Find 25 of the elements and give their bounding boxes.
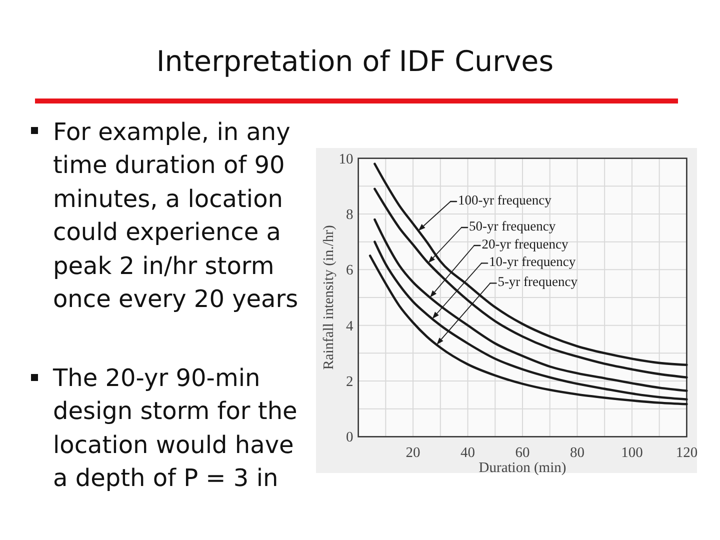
text: For example, in any time duration of 90 minutes, a location could experience a peak 2 in/hr storm once every 20 years [53, 117, 300, 316]
y-axis-title: Rainfall intensity (in./hr) [321, 225, 337, 370]
x-tick-label: 20 [406, 445, 420, 461]
y-tick-label: 2 [346, 374, 354, 390]
legend-label: 50-yr frequency [469, 218, 556, 234]
y-tick-label: 6 [346, 262, 354, 279]
y-tick-label: 4 [346, 318, 354, 334]
line-series [374, 162, 688, 366]
legend-label: 20-yr frequency [482, 236, 569, 252]
x-axis-title: Duration (min) [478, 460, 566, 476]
line-series [374, 218, 688, 392]
y-tick-label: 8 [346, 206, 354, 223]
chart-title: Interpretation of IDF Curves [156, 45, 554, 78]
y-tick-label: 10 [338, 151, 354, 168]
y-tick-label: 0 [346, 430, 354, 446]
x-tick-label: 80 [570, 445, 584, 461]
x-tick-label: 100 [621, 445, 643, 461]
legend-label: 5-yr frequency [498, 274, 578, 290]
legend-label: 10-yr frequency [489, 254, 576, 270]
x-tick-label: 40 [460, 445, 476, 461]
line-series [374, 188, 688, 379]
x-tick-label: 60 [515, 445, 530, 461]
legend-label: 100-yr frequency [458, 192, 552, 208]
text: The 20-yr 90-min design storm for the location would have a depth of P = 3 in [53, 363, 298, 494]
x-tick-label: 120 [676, 445, 698, 461]
